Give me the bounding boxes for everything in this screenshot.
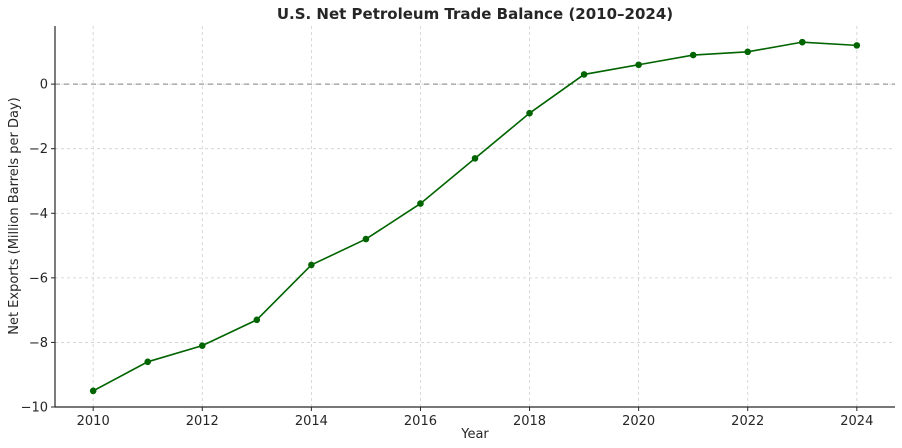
data-point-2014 (308, 261, 315, 269)
data-point-2011 (144, 358, 152, 366)
data-point-2012 (198, 342, 206, 349)
data-point-2010 (89, 387, 97, 395)
x-tick-label: 2014 (295, 414, 328, 429)
x-tick-label: 2010 (77, 414, 110, 429)
y-tick-label: −10 (21, 401, 48, 416)
y-tick-label: −2 (29, 142, 48, 157)
data-point-2023 (798, 38, 806, 46)
chart-title: U.S. Net Petroleum Trade Balance (2010–2… (277, 5, 673, 23)
x-axis-label: Year (460, 427, 489, 442)
x-tick-label: 2018 (513, 414, 546, 429)
x-tick-label: 2020 (622, 414, 655, 429)
data-point-2013 (253, 316, 261, 324)
grid-layer (55, 26, 895, 408)
series-layer (89, 38, 861, 395)
data-point-2015 (362, 235, 370, 243)
y-tick-label: 0 (40, 78, 48, 93)
data-point-2017 (471, 155, 479, 162)
data-point-2016 (417, 200, 424, 207)
y-tick-label: −4 (29, 207, 48, 222)
axis-layer: 2010 2012 2014 2016 2018 2020 2022 2024 −10 −8 −6 −… (21, 26, 895, 429)
y-tick-label: −6 (29, 271, 48, 286)
x-tick-label: 2012 (186, 414, 219, 429)
data-point-2021 (689, 51, 697, 59)
x-tick-label: 2024 (840, 414, 873, 429)
x-tick-label: 2022 (731, 414, 764, 429)
y-tick-label: −8 (29, 336, 48, 351)
series-line (92, 41, 857, 392)
data-point-2020 (635, 61, 642, 69)
y-axis-label: Net Exports (Million Barrels per Day) (7, 97, 22, 335)
data-point-2018 (526, 109, 533, 117)
data-point-2022 (744, 48, 752, 56)
data-point-2019 (580, 71, 588, 78)
x-tick-label: 2016 (404, 414, 437, 429)
data-point-2024 (853, 42, 861, 49)
